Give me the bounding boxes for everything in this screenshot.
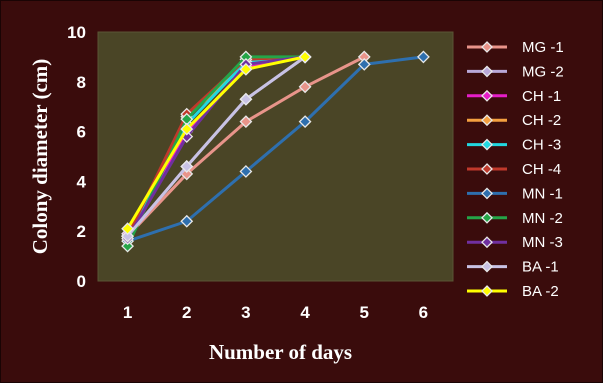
data-point — [298, 50, 312, 64]
legend-marker — [481, 285, 493, 297]
data-point — [357, 57, 371, 71]
legend-label: BA -1 — [522, 259, 559, 276]
y-tick-label: 6 — [77, 123, 86, 142]
legend-item: MG -2 — [467, 63, 564, 80]
series-line — [126, 55, 306, 238]
data-point — [180, 214, 194, 228]
legend-marker — [481, 163, 493, 175]
data-point — [180, 160, 194, 173]
legend-marker — [481, 89, 493, 102]
legend-item: MN -2 — [467, 210, 563, 227]
legend: MG -1 MG -2 CH -1 CH -2 CH -3 CH -4 MN -1 MN -2… — [467, 39, 564, 300]
x-tick-label: 6 — [419, 303, 428, 322]
legend-marker — [481, 114, 493, 127]
legend-marker — [481, 65, 493, 78]
legend-item: CH -2 — [467, 112, 561, 129]
legend-label: MN -2 — [522, 210, 563, 227]
y-axis: 0 2 4 6 8 10 — [67, 23, 86, 291]
legend-item: MN -3 — [467, 234, 563, 251]
data-point — [298, 115, 312, 129]
x-tick-label: 3 — [241, 303, 250, 322]
data-point — [121, 222, 135, 236]
x-axis: 1 2 3 4 5 6 — [123, 303, 428, 322]
data-point — [239, 92, 253, 106]
legend-item: BA -1 — [467, 259, 559, 276]
x-tick-label: 2 — [182, 303, 191, 322]
y-tick-label: 2 — [77, 222, 86, 241]
series-11 — [121, 50, 312, 236]
x-tick-label: 5 — [360, 303, 369, 322]
legend-marker — [481, 236, 493, 249]
legend-label: CH -2 — [522, 112, 561, 129]
y-axis-title: Colony diameter (cm) — [28, 59, 52, 255]
legend-marker — [481, 138, 493, 151]
legend-label: CH -1 — [522, 88, 561, 105]
legend-marker — [481, 260, 493, 273]
series-layer — [121, 50, 430, 253]
y-tick-label: 4 — [77, 172, 87, 191]
series-10 — [121, 50, 312, 243]
legend-label: MG -1 — [522, 39, 564, 56]
legend-label: CH -3 — [522, 137, 561, 154]
legend-label: CH -4 — [522, 161, 561, 178]
legend-item: CH -3 — [467, 137, 561, 154]
y-tick-label: 10 — [67, 23, 86, 42]
data-point — [121, 229, 135, 243]
data-point — [121, 239, 135, 253]
legend-label: MG -2 — [522, 63, 564, 80]
legend-label: MN -3 — [522, 234, 563, 251]
series-line — [126, 55, 306, 230]
series-line — [127, 55, 424, 243]
x-tick-label: 1 — [123, 303, 132, 322]
legend-marker — [481, 187, 493, 200]
data-point — [239, 62, 253, 76]
legend-item: CH -1 — [467, 88, 561, 105]
data-point — [416, 50, 430, 64]
legend-marker — [481, 41, 493, 53]
x-tick-label: 4 — [300, 303, 310, 322]
data-point — [180, 122, 194, 136]
y-tick-label: 8 — [77, 73, 86, 92]
data-point — [239, 165, 253, 178]
x-axis-title: Number of days — [209, 340, 352, 364]
data-point — [298, 80, 312, 94]
series-line — [126, 55, 306, 247]
legend-item: BA -2 — [467, 283, 559, 300]
legend-label: MN -1 — [522, 185, 563, 202]
legend-item: MN -1 — [467, 185, 563, 202]
legend-label: BA -2 — [522, 283, 559, 300]
y-tick-label: 0 — [77, 272, 86, 291]
legend-item: MG -1 — [467, 39, 564, 56]
legend-marker — [481, 211, 493, 224]
data-point — [239, 115, 253, 129]
legend-item: CH -4 — [467, 161, 561, 178]
plot-area — [97, 31, 454, 282]
